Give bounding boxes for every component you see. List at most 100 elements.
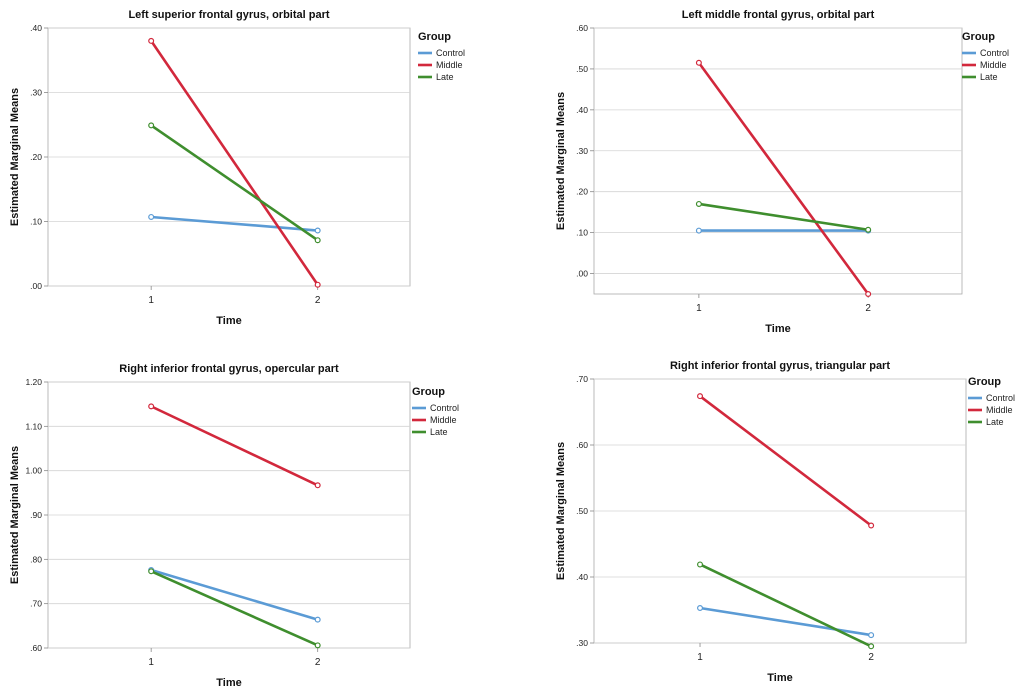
y-tick-label: .60	[576, 440, 588, 450]
data-point-control	[697, 605, 704, 612]
y-tick-label: .50	[576, 506, 588, 516]
data-point-control	[148, 213, 155, 220]
chart-svg: .30 .40 .50 .60 .70 1 2 Right inferior frontal …	[555, 360, 1015, 684]
y-tick-label: .70	[576, 374, 588, 384]
chart-svg: .00 .10 .20 .30 .40 .50 .60 1 2 Left middle front…	[555, 9, 1009, 335]
x-tick-label: 1	[697, 652, 703, 663]
y-tick-label: .00	[576, 269, 588, 279]
data-point-control	[868, 632, 875, 639]
y-tick-label: .60	[576, 23, 588, 33]
y-tick-label: .10	[576, 228, 588, 238]
chart-title: Left middle frontal gyrus, orbital part	[682, 9, 875, 21]
legend-label-late: Late	[980, 72, 998, 82]
x-tick-label: 1	[696, 303, 702, 314]
plot-frame	[593, 27, 963, 295]
legend-label-middle: Middle	[436, 60, 463, 70]
data-point-middle	[868, 522, 875, 529]
x-axis-label: Time	[216, 315, 241, 327]
data-point-late	[148, 568, 155, 575]
series-line-control	[149, 215, 319, 232]
series-line-control	[149, 568, 319, 621]
y-tick-label: .00	[30, 281, 42, 291]
y-tick-label: .40	[576, 572, 588, 582]
y-tick-label: 1.00	[25, 466, 42, 476]
series-line-middle	[149, 39, 319, 287]
chart-panel-2: .00 .10 .20 .30 .40 .50 .60 1 2 Left middle front…	[510, 0, 1018, 345]
data-point-middle	[695, 59, 702, 66]
y-axis-label: Estimated Marginal Means	[555, 92, 567, 230]
legend-label-middle: Middle	[430, 415, 457, 425]
chart-svg: .00 .10 .20 .30 .40 1 2 Left superior frontal g…	[9, 9, 465, 327]
legend-title: Group	[962, 31, 995, 43]
data-point-middle	[314, 281, 321, 288]
x-tick-label: 2	[315, 657, 321, 668]
data-point-control	[314, 616, 321, 623]
series-line-late	[698, 563, 873, 648]
data-point-control	[695, 227, 702, 234]
series-line-control	[698, 606, 873, 637]
data-point-middle	[148, 403, 155, 410]
chart-panel-3: .60 .70 .80 .90 1.00 1.10 1.20 1 2 Right inferior…	[0, 355, 510, 698]
y-tick-label: .60	[30, 643, 42, 653]
legend-label-late: Late	[986, 417, 1004, 427]
data-point-middle	[148, 37, 155, 44]
series-line-late	[149, 124, 319, 242]
data-point-middle	[314, 482, 321, 489]
x-tick-label: 2	[865, 303, 871, 314]
legend-label-control: Control	[986, 393, 1015, 403]
chart-svg: .60 .70 .80 .90 1.00 1.10 1.20 1 2 Right inferior…	[9, 363, 459, 689]
y-axis-label: Estimated Marginal Means	[9, 88, 21, 226]
data-point-late	[314, 237, 321, 244]
chart-title: Left superior frontal gyrus, orbital par…	[128, 9, 329, 21]
y-tick-label: .30	[30, 88, 42, 98]
y-tick-label: .20	[30, 152, 42, 162]
chart-title: Right inferior frontal gyrus, triangular…	[670, 360, 890, 372]
legend-title: Group	[418, 31, 451, 43]
chart-panel-4: .30 .40 .50 .60 .70 1 2 Right inferior frontal …	[510, 345, 1018, 698]
legend-label-middle: Middle	[980, 60, 1007, 70]
data-point-control	[314, 227, 321, 234]
y-tick-label: .50	[576, 64, 588, 74]
data-point-late	[148, 122, 155, 129]
data-point-late	[865, 226, 872, 233]
legend-title: Group	[968, 376, 1001, 388]
series-line-late	[149, 570, 319, 647]
data-point-late	[697, 561, 704, 568]
x-axis-label: Time	[767, 672, 792, 684]
y-tick-label: .20	[576, 187, 588, 197]
x-tick-label: 1	[148, 295, 154, 306]
y-tick-label: .90	[30, 510, 42, 520]
y-axis-label: Estimated Marginal Means	[555, 442, 567, 580]
legend-label-control: Control	[980, 48, 1009, 58]
legend-label-middle: Middle	[986, 405, 1013, 415]
y-tick-label: .70	[30, 599, 42, 609]
data-point-late	[868, 643, 875, 650]
x-axis-label: Time	[216, 677, 241, 689]
legend-label-control: Control	[436, 48, 465, 58]
data-point-late	[695, 200, 702, 207]
series-line-middle	[698, 394, 873, 527]
series-line-middle	[149, 405, 319, 487]
x-tick-label: 1	[148, 657, 154, 668]
x-tick-label: 2	[868, 652, 874, 663]
legend-label-control: Control	[430, 403, 459, 413]
legend-title: Group	[412, 386, 445, 398]
x-tick-label: 2	[315, 295, 321, 306]
x-axis-label: Time	[765, 323, 790, 335]
y-tick-label: .80	[30, 554, 42, 564]
y-axis-label: Estimated Marginal Means	[9, 446, 21, 584]
y-tick-label: .10	[30, 217, 42, 227]
y-tick-label: .30	[576, 146, 588, 156]
y-tick-label: 1.10	[25, 421, 42, 431]
y-tick-label: 1.20	[25, 377, 42, 387]
chart-title: Right inferior frontal gyrus, opercular …	[119, 363, 339, 375]
legend-label-late: Late	[436, 72, 454, 82]
data-point-middle	[865, 291, 872, 298]
data-point-late	[314, 642, 321, 649]
series-line-late	[697, 202, 870, 232]
legend-label-late: Late	[430, 427, 448, 437]
series-line-middle	[697, 61, 870, 296]
y-tick-label: .30	[576, 638, 588, 648]
y-tick-label: .40	[30, 23, 42, 33]
data-point-middle	[697, 393, 704, 400]
